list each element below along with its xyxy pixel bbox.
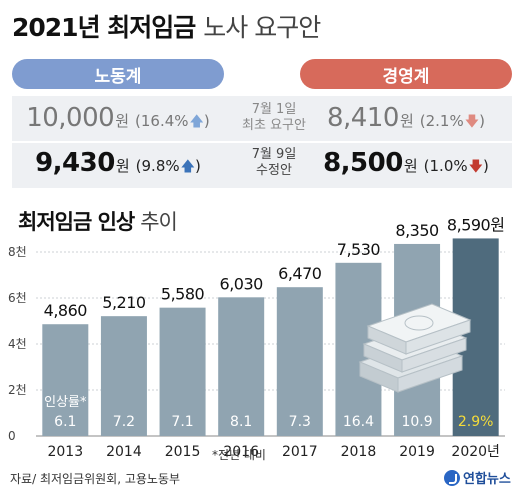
bar-value-label: 6,470: [278, 264, 322, 283]
up-arrow-icon: 🡅: [180, 159, 196, 175]
labor-initial-pct: (16.4%: [135, 112, 189, 130]
management-initial-unit: 원: [399, 112, 414, 130]
labor-revised-pct: (9.8%: [135, 157, 180, 175]
bar: [218, 297, 265, 436]
footnote: *전년 대비: [212, 448, 266, 462]
bar-value-label: 8,590원: [447, 215, 505, 234]
bar-value-label: 7,530: [337, 240, 381, 259]
logo-text: 연합뉴스: [463, 472, 511, 487]
increase-rate-label: 2.9%: [458, 414, 494, 430]
increase-rate-label: 6.1: [54, 414, 76, 430]
management-initial-pct: (2.1%: [419, 112, 464, 130]
source-credit: 자료/ 최저임금위원회, 고용노동부: [10, 472, 181, 486]
revised-proposal-label: 7월 9일 수정안: [234, 147, 314, 179]
revised-proposal-date: 7월 9일: [251, 147, 297, 162]
increase-rate-label: 8.1: [230, 414, 252, 430]
management-revised-unit: 원: [403, 157, 418, 175]
increase-rate-label: 16.4: [343, 414, 374, 430]
x-tick-label: 2019: [399, 444, 435, 460]
bar-value-label: 5,210: [102, 293, 146, 312]
management-initial-proposal: 8,410 원 (2.1% 🡇): [300, 103, 512, 135]
comparison-divider: [12, 141, 512, 143]
management-revised-pct: (1.0%: [423, 157, 468, 175]
labor-revised-proposal: 9,430 원 (9.8% 🡅): [12, 148, 224, 180]
y-tick-label: 0: [8, 429, 16, 443]
down-arrow-icon: 🡇: [464, 114, 480, 130]
bar: [276, 287, 323, 436]
management-revised-value: 8,500: [323, 148, 403, 178]
bar-value-label: 8,350: [395, 221, 439, 240]
section-title: 최저임금 인상 추이: [18, 206, 178, 236]
labor-initial-proposal: 10,000 원 (16.4% 🡅): [12, 103, 224, 135]
logo-icon: [444, 469, 460, 486]
x-tick-label: 2020년: [451, 444, 500, 460]
increase-rate-label: 7.1: [171, 414, 193, 430]
revised-proposal-name: 수정안: [256, 163, 292, 178]
labor-revised-unit: 원: [115, 157, 130, 175]
x-tick-label: 2015: [165, 444, 201, 460]
increase-rate-label: 7.2: [113, 414, 135, 430]
agency-logo: 연합뉴스: [444, 468, 511, 487]
bar-value-label: 6,030: [220, 274, 264, 293]
labor-revised-pct-close: ): [195, 157, 201, 175]
y-tick-label: 8천: [8, 244, 27, 259]
management-revised-pct-close: ): [483, 157, 489, 175]
management-initial-value: 8,410: [327, 103, 399, 133]
x-tick-label: 2018: [341, 444, 377, 460]
initial-proposal-name: 최초 요구안: [242, 118, 306, 133]
y-tick-label: 4천: [8, 336, 27, 351]
management-initial-pct-close: ): [479, 112, 485, 130]
money-stack-icon: [358, 303, 472, 393]
bar: [100, 316, 147, 436]
bar: [42, 324, 89, 436]
bar-value-label: 5,580: [161, 285, 205, 304]
x-tick-label: 2016: [223, 444, 259, 460]
x-tick-label: 2014: [106, 444, 142, 460]
up-arrow-icon: 🡅: [189, 114, 204, 130]
increase-rate-label: 10.9: [401, 414, 432, 430]
page-title: 2021년 최저임금 노사 요구안: [12, 8, 321, 44]
management-revised-proposal: 8,500 원 (1.0% 🡇): [300, 148, 512, 180]
initial-proposal-date: 7월 1일: [251, 102, 297, 117]
down-arrow-icon: 🡇: [468, 159, 484, 175]
management-header: 경영계: [300, 59, 512, 89]
bar: [159, 307, 206, 436]
labor-revised-value: 9,430: [35, 148, 115, 178]
x-tick-label: 2013: [47, 444, 83, 460]
increase-rate-title: 인상률*: [44, 395, 87, 410]
y-tick-label: 6천: [8, 290, 27, 305]
initial-proposal-label: 7월 1일 최초 요구안: [234, 102, 314, 134]
y-tick-label: 2천: [8, 382, 27, 397]
title-main: 2021년 최저임금: [12, 13, 196, 42]
labor-initial-unit: 원: [115, 112, 129, 130]
section-title-sub: 추이: [140, 210, 178, 234]
labor-initial-value: 10,000: [26, 103, 115, 133]
x-tick-label: 2017: [282, 444, 318, 460]
labor-header: 노동계: [12, 59, 224, 89]
increase-rate-label: 7.3: [289, 414, 311, 430]
bar-value-label: 4,860: [44, 301, 88, 320]
title-sub: 노사 요구안: [203, 13, 321, 42]
section-title-main: 최저임금 인상: [18, 210, 135, 234]
labor-initial-pct-close: ): [203, 112, 210, 130]
comparison-panel: 10,000 원 (16.4% 🡅) 7월 1일 최초 요구안 8,410 원 (2.1%…: [12, 96, 512, 188]
